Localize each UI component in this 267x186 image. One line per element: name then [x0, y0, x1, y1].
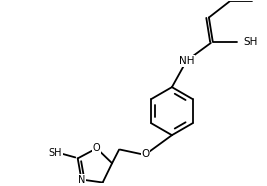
Text: N: N [78, 174, 85, 185]
Text: O: O [93, 143, 100, 153]
Text: NH: NH [179, 56, 194, 66]
Text: SH: SH [49, 148, 62, 158]
Text: SH: SH [243, 36, 257, 46]
Text: O: O [142, 149, 150, 159]
